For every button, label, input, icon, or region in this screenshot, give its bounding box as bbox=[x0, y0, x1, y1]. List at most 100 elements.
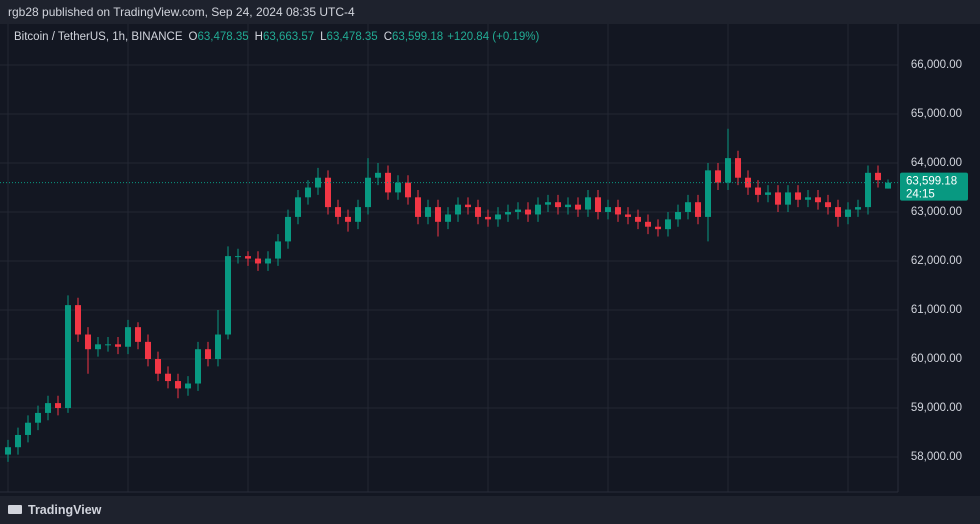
candle-body bbox=[425, 207, 431, 217]
candle-body bbox=[475, 207, 481, 217]
candle-body bbox=[165, 373, 171, 382]
candle-body bbox=[325, 177, 331, 208]
ohlc-key: L bbox=[320, 31, 327, 43]
candle-body bbox=[435, 207, 441, 222]
candle-body bbox=[505, 212, 511, 215]
candle-body bbox=[65, 305, 71, 409]
candle-body bbox=[525, 209, 531, 215]
candle-body bbox=[565, 204, 571, 208]
candle-body bbox=[115, 344, 121, 347]
brand: TradingView bbox=[28, 503, 102, 517]
candle-body bbox=[335, 207, 341, 217]
y-tick-label: 59,000.00 bbox=[911, 402, 962, 414]
candle-body bbox=[795, 192, 801, 200]
candle-body bbox=[535, 204, 541, 215]
candle-body bbox=[125, 327, 131, 347]
candle-body bbox=[735, 158, 741, 178]
ohlc-value: 63,599.18 bbox=[392, 31, 444, 43]
candle-body bbox=[675, 212, 681, 220]
y-tick-label: 58,000.00 bbox=[911, 451, 962, 463]
candle-body bbox=[835, 207, 841, 217]
candle-body bbox=[485, 216, 491, 220]
candle-body bbox=[15, 434, 21, 448]
candle-body bbox=[265, 258, 271, 264]
candle-body bbox=[695, 202, 701, 217]
candle-body bbox=[545, 202, 551, 205]
y-tick-label: 62,000.00 bbox=[911, 255, 962, 267]
ohlc-key: H bbox=[254, 31, 263, 43]
countdown: 24:15 bbox=[906, 189, 935, 201]
candle-body bbox=[445, 214, 451, 222]
candle-body bbox=[765, 192, 771, 195]
candle-body bbox=[205, 349, 211, 360]
candle-body bbox=[715, 170, 721, 183]
candle-body bbox=[155, 359, 161, 374]
candle-body bbox=[195, 349, 201, 384]
publish-bar: rgb28 published on TradingView.com, Sep … bbox=[0, 0, 980, 24]
candle-body bbox=[625, 214, 631, 217]
candle-body bbox=[255, 258, 261, 264]
chart: 58,000.00 59,000.00 60,000.00 61,000.00 62,0… bbox=[0, 24, 980, 496]
ohlc-key: C bbox=[383, 31, 393, 43]
last-price-label: 63,599.18 bbox=[906, 176, 957, 188]
change: +120.84 (+0.19%) bbox=[447, 31, 540, 43]
candle-body bbox=[575, 204, 581, 210]
candle-body bbox=[215, 334, 221, 360]
candle-body bbox=[285, 216, 291, 242]
candle-body bbox=[465, 204, 471, 208]
y-tick-label: 66,000.00 bbox=[911, 59, 962, 71]
candle-body bbox=[875, 172, 881, 181]
candle-body bbox=[55, 403, 61, 409]
candle-body bbox=[815, 197, 821, 203]
candle-body bbox=[455, 204, 461, 215]
candle-body bbox=[175, 381, 181, 389]
candle-body bbox=[825, 202, 831, 208]
candle-body bbox=[685, 202, 691, 213]
candle-body bbox=[185, 383, 191, 389]
ohlc-value: 63,478.35 bbox=[197, 31, 249, 43]
ohlc-value: 63,478.35 bbox=[326, 31, 378, 43]
candle-body bbox=[45, 403, 51, 413]
candle-body bbox=[615, 207, 621, 215]
y-tick-label: 63,000.00 bbox=[911, 206, 962, 218]
candle-body bbox=[415, 197, 421, 217]
last-price-tag bbox=[900, 172, 968, 201]
y-tick-label: 65,000.00 bbox=[911, 108, 962, 120]
candle-body bbox=[405, 182, 411, 198]
ohlc-legend: Bitcoin / TetherUS, 1h, BINANCE O63,478.3… bbox=[14, 31, 539, 43]
candle-body bbox=[705, 170, 711, 217]
symbol: Bitcoin / TetherUS, 1h, BINANCE bbox=[14, 31, 183, 43]
candle-body bbox=[645, 221, 651, 227]
candle-body bbox=[345, 216, 351, 222]
candle-body bbox=[855, 207, 861, 210]
candle-body bbox=[365, 177, 371, 208]
ohlc-value: 63,663.57 bbox=[262, 31, 315, 43]
candle-body bbox=[225, 256, 231, 335]
candle-body bbox=[85, 334, 91, 350]
candle-body bbox=[495, 214, 501, 220]
candle-body bbox=[515, 209, 521, 213]
y-tick-label: 61,000.00 bbox=[911, 304, 962, 316]
candle-body bbox=[585, 197, 591, 210]
candle-body bbox=[845, 209, 851, 217]
candle-body bbox=[5, 447, 11, 455]
candle-body bbox=[145, 341, 151, 360]
candle-body bbox=[885, 182, 891, 189]
logo-icon bbox=[8, 505, 22, 514]
y-tick-label: 64,000.00 bbox=[911, 157, 962, 169]
candle-body bbox=[245, 256, 251, 259]
candle-body bbox=[655, 226, 661, 230]
candle-body bbox=[25, 422, 31, 435]
candle-body bbox=[555, 202, 561, 208]
candle-body bbox=[105, 344, 111, 346]
ohlc-key: O bbox=[188, 31, 198, 43]
candle-body bbox=[275, 241, 281, 259]
candle-body bbox=[75, 305, 81, 335]
plot-background bbox=[0, 24, 980, 496]
candle-body bbox=[305, 187, 311, 198]
candle-body bbox=[135, 327, 141, 342]
candle-body bbox=[805, 197, 811, 200]
candle-body bbox=[235, 256, 241, 258]
candle-body bbox=[635, 216, 641, 222]
